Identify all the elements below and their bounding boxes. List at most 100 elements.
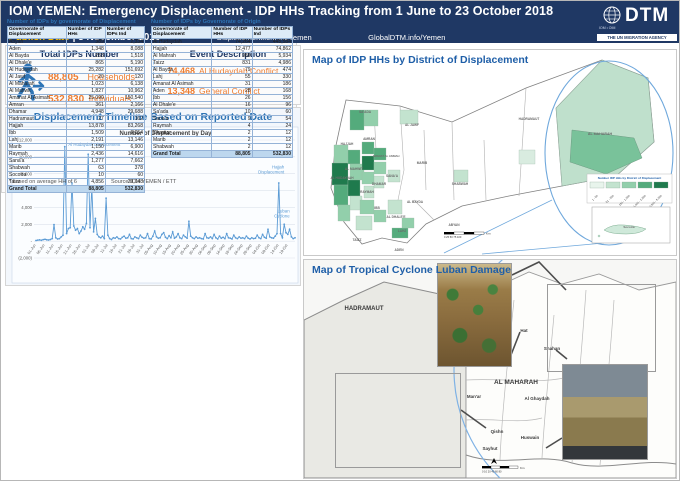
- socotra-inset: [591, 206, 671, 244]
- flood-aerial-photo: [437, 263, 512, 367]
- table-row: Sana'a 1,277 7,662: [7, 156, 146, 165]
- table-row: Abyan 389 2,334: [7, 37, 146, 46]
- svg-text:Hat: Hat: [520, 328, 528, 333]
- svg-text:Man'ar: Man'ar: [467, 394, 482, 399]
- table-row: Al Hudaydah 74,264 445,584: [150, 37, 294, 46]
- svg-text:Km: Km: [520, 466, 525, 470]
- table-row: Sa'ada 10 60: [150, 107, 294, 116]
- flooded-village-photo: [562, 364, 648, 460]
- svg-text:ABYAN: ABYAN: [448, 223, 460, 227]
- table-row: Raymah 4 24: [150, 121, 294, 130]
- svg-text:24-Sep: 24-Sep: [233, 243, 243, 255]
- table-row: Shabwah 2 12: [150, 142, 294, 151]
- flood-street-photo: [547, 284, 656, 372]
- table-row: Al Dhale'e 16 96: [150, 100, 294, 109]
- svg-text:Hajjah: Hajjah: [272, 165, 285, 170]
- svg-text:10-Aug: 10-Aug: [152, 243, 162, 255]
- map-legend: Number IDP HHs by District of Displaceme…: [586, 173, 673, 208]
- table-row: Taizz 831 4,986: [150, 58, 294, 67]
- svg-text:11-Jul: 11-Jul: [100, 243, 109, 254]
- svg-text:AL MAHWIT: AL MAHWIT: [345, 167, 363, 171]
- svg-text:06-Jul: 06-Jul: [91, 243, 100, 254]
- svg-text:04-Sep: 04-Sep: [197, 243, 207, 255]
- svg-text:Socotra: Socotra: [623, 225, 635, 229]
- svg-text:0 25 50 75 100: 0 25 50 75 100: [444, 235, 462, 239]
- svg-text:Qishn: Qishn: [491, 429, 504, 434]
- table-row: Amanat Al Asimah 31 186: [150, 79, 294, 88]
- svg-text:14-Oct: 14-Oct: [270, 243, 280, 255]
- svg-text:51 - 250: 51 - 250: [605, 194, 615, 204]
- svg-text:06-Jun: 06-Jun: [36, 243, 46, 255]
- table-row: Hajjah 12,477 74,862: [150, 44, 294, 53]
- table-row: Ibb 26 156: [150, 93, 294, 102]
- svg-text:16-Jul: 16-Jul: [109, 243, 118, 254]
- svg-text:IBB: IBB: [374, 206, 380, 210]
- svg-text:Number IDP HHs by District of: Number IDP HHs by District of Displaceme…: [598, 176, 661, 180]
- svg-text:Km: Km: [486, 232, 491, 236]
- table-header-row: Governorate of Displacement Number of IDP…: [7, 26, 146, 39]
- svg-text:04-Oct: 04-Oct: [252, 243, 262, 255]
- svg-text:Sayhut: Sayhut: [482, 446, 498, 451]
- svg-text:19-Sep: 19-Sep: [224, 243, 234, 255]
- svg-text:11-Jun: 11-Jun: [45, 243, 55, 255]
- svg-text:09-Sep: 09-Sep: [206, 243, 216, 255]
- table-row: Amanat Al Asimah 25,090 150,540: [7, 93, 146, 102]
- table-total-row: Grand Total 88,805 532,830: [150, 149, 294, 158]
- svg-text:21-Jun: 21-Jun: [63, 243, 73, 255]
- table-row: Hajjah 13,878 83,268: [7, 121, 146, 130]
- page-title: IOM YEMEN: Emergency Displacement - IDP …: [9, 4, 554, 18]
- svg-text:29-Sep: 29-Sep: [242, 243, 252, 255]
- table-row: Marib 1,150 6,900: [7, 142, 146, 151]
- svg-text:09-Oct: 09-Oct: [261, 243, 271, 255]
- svg-text:AMANAT AL ASIMAH: AMANAT AL ASIMAH: [373, 154, 400, 158]
- svg-text:14-Sep: 14-Sep: [215, 243, 225, 255]
- svg-text:25-Aug: 25-Aug: [179, 243, 189, 255]
- svg-text:26-Jul: 26-Jul: [127, 243, 136, 254]
- svg-text:DHAMAR: DHAMAR: [372, 182, 387, 186]
- table-total-row: Grand Total 88,805 532,830: [7, 184, 146, 193]
- svg-text:SANA'A: SANA'A: [386, 174, 399, 178]
- luban-map-title: Map of Tropical Cyclone Luban Damage: [312, 264, 511, 276]
- svg-text:Huswain: Huswain: [521, 435, 540, 440]
- table-row: Al Bayda 253 1,518: [7, 51, 146, 60]
- table-row: Sana'a 9 54: [150, 114, 294, 123]
- idp-map: Number IDP HHs by District of Displaceme…: [330, 59, 674, 255]
- svg-text:31-Jul: 31-Jul: [136, 243, 145, 254]
- svg-text:05-Aug: 05-Aug: [143, 243, 153, 255]
- svg-text:30-Aug: 30-Aug: [188, 243, 198, 255]
- svg-text:2,000: 2,000: [21, 222, 32, 227]
- table-row: Raymah 2,436 14,616: [7, 149, 146, 158]
- svg-text:HADRAMAUT: HADRAMAUT: [519, 117, 540, 121]
- svg-text:4,000: 4,000: [21, 205, 32, 210]
- table-row: Al Mahwit 1,827 10,962: [7, 86, 146, 95]
- svg-text:HADRAMAUT: HADRAMAUT: [345, 306, 384, 312]
- svg-text:AL HUDAYDAH: AL HUDAYDAH: [330, 176, 354, 180]
- svg-text:15-Aug: 15-Aug: [161, 243, 171, 255]
- svg-text:AL MAHARAH: AL MAHARAH: [588, 132, 613, 136]
- svg-text:1 - 50: 1 - 50: [591, 194, 599, 202]
- table-row: Socotra 10 60: [7, 170, 146, 179]
- table-row: Marib 2 12: [150, 135, 294, 144]
- luban-map-panel: Map of Tropical Cyclone Luban Damage: [303, 259, 677, 479]
- source-note: Source:IOM YEMEN / ETT: [111, 179, 177, 185]
- table-row: Shabwah 63 378: [7, 163, 146, 172]
- dtm-wordmark: DTM: [625, 5, 670, 26]
- svg-text:01-Jul: 01-Jul: [82, 243, 91, 254]
- logo-tagline: THE UN MIGRATION AGENCY: [597, 34, 677, 41]
- table-row: Aden 1,348 8,088: [7, 44, 146, 53]
- svg-text:ADEN: ADEN: [394, 248, 404, 252]
- origin-table-caption: Number of IDPs by Governorate of Origin: [151, 19, 261, 25]
- table-row: Al Bayda 79 474: [150, 65, 294, 74]
- svg-text:0 10 20 40 60: 0 10 20 40 60 80: [482, 470, 502, 474]
- svg-text:21-Jul: 21-Jul: [118, 243, 127, 254]
- table-row: Al Dhale'e 865 5,190: [7, 58, 146, 67]
- svg-text:(2,000): (2,000): [18, 256, 32, 261]
- iom-oim-text: IOM • OIM: [599, 26, 616, 30]
- svg-text:Cyclone: Cyclone: [274, 213, 290, 218]
- svg-text:Displacement: Displacement: [258, 170, 285, 175]
- svg-text:RAYMAH: RAYMAH: [360, 190, 374, 194]
- table-row: Amran 361 2,166: [7, 100, 146, 109]
- link-globaldtm[interactable]: GlobalDTM.info/Yemen: [368, 33, 446, 42]
- displacement-table-caption: Number of IDPs by governorate of Displac…: [7, 19, 136, 25]
